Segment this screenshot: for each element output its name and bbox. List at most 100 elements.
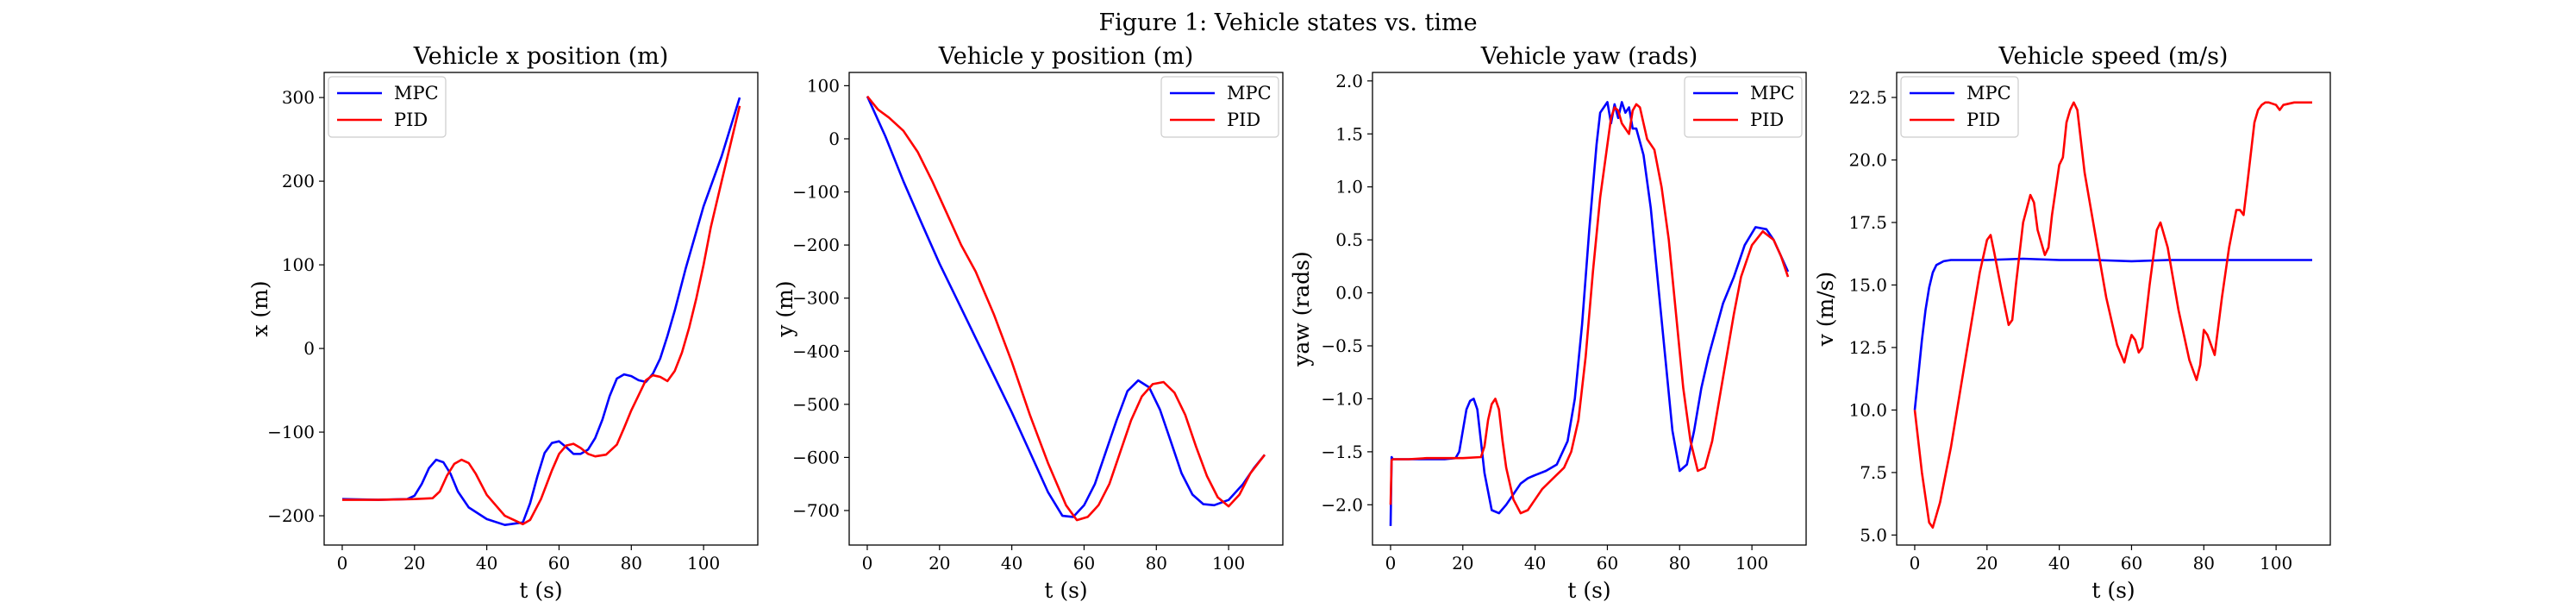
y-tick-label: 2.0: [1335, 71, 1363, 91]
subplot-3: 0 20 40 60 80 100 −2.0 −1.5 −1.0 −0.5 0.0 0.5 1.0 1.5…: [1289, 43, 1807, 603]
series-line-mpc: [1389, 101, 1790, 526]
y-tick-label: 12.5: [1848, 337, 1887, 358]
y-tick-label: 0.5: [1335, 229, 1363, 250]
subplot-title: Vehicle y position (m): [938, 43, 1194, 70]
series-line-pid: [342, 105, 741, 526]
x-tick-label: 0: [337, 553, 348, 574]
x-tick-label: 20: [1452, 553, 1473, 574]
x-tick-label: 60: [1597, 553, 1618, 574]
y-tick-label: −100: [792, 182, 840, 203]
y-tick-label: −1.0: [1321, 388, 1363, 409]
y-tick-label: −600: [792, 447, 840, 467]
subplot-title: Vehicle x position (m): [413, 43, 669, 70]
x-tick-label: 60: [548, 553, 570, 574]
y-tick-label: −200: [267, 505, 315, 526]
axes-frame: [323, 72, 759, 546]
legend-label-mpc: MPC: [1227, 83, 1272, 103]
series-line-pid: [1389, 103, 1790, 515]
x-tick-label: 60: [2121, 553, 2142, 574]
y-tick-label: 22.5: [1848, 87, 1887, 108]
x-tick-label: 40: [476, 553, 497, 574]
x-tick-label: 100: [2260, 553, 2292, 574]
legend-label-pid: PID: [1750, 110, 1784, 130]
legend-label-pid: PID: [1966, 110, 2000, 130]
legend-label-mpc: MPC: [1966, 83, 2011, 103]
series-line-mpc: [1913, 257, 2312, 411]
x-tick-label: 40: [1524, 553, 1546, 574]
legend-label-mpc: MPC: [394, 83, 439, 103]
y-tick-label: 100: [807, 75, 840, 96]
subplot-title: Vehicle yaw (rads): [1480, 43, 1698, 70]
legend-box: [1900, 76, 2019, 138]
x-axis-label: t (s): [519, 578, 562, 603]
x-tick-label: 80: [621, 553, 642, 574]
y-tick-label: −300: [792, 288, 840, 309]
axes-frame: [1372, 72, 1807, 546]
y-tick-label: −2.0: [1321, 494, 1363, 515]
legend-box: [1160, 76, 1279, 138]
legend-box: [1684, 76, 1803, 138]
x-tick-label: 100: [687, 553, 720, 574]
y-tick-label: 20.0: [1848, 149, 1887, 170]
legend-box: [328, 76, 447, 138]
y-tick-label: −0.5: [1321, 335, 1363, 356]
x-tick-label: 80: [1669, 553, 1691, 574]
x-tick-label: 0: [862, 553, 873, 574]
y-tick-label: 7.5: [1860, 462, 1887, 483]
x-tick-label: 100: [1212, 553, 1245, 574]
y-tick-label: −400: [792, 341, 840, 361]
y-axis-label: x (m): [247, 280, 272, 336]
y-tick-label: 0: [828, 128, 840, 149]
subplot-title: Vehicle speed (m/s): [1998, 43, 2229, 70]
legend: MPC PID: [1900, 76, 2019, 138]
y-axis-label: yaw (rads): [1289, 251, 1314, 367]
y-tick-label: 5.0: [1860, 524, 1887, 545]
y-tick-label: −100: [267, 422, 315, 442]
series-line-mpc: [866, 96, 1266, 518]
x-tick-label: 40: [2048, 553, 2070, 574]
y-tick-label: 1.0: [1335, 177, 1363, 197]
x-tick-label: 20: [928, 553, 950, 574]
x-tick-label: 60: [1073, 553, 1095, 574]
y-tick-label: 10.0: [1848, 399, 1887, 420]
x-tick-label: 100: [1735, 553, 1768, 574]
axes-frame: [848, 72, 1284, 546]
y-tick-label: 200: [282, 171, 315, 191]
y-tick-label: 300: [282, 87, 315, 108]
x-tick-label: 20: [1976, 553, 1998, 574]
y-tick-label: −500: [792, 394, 840, 415]
axes-frame: [1896, 72, 2331, 546]
legend-label-pid: PID: [394, 110, 428, 130]
figure-title: Figure 1: Vehicle states vs. time: [1098, 9, 1477, 36]
x-tick-label: 40: [1001, 553, 1022, 574]
series-line-pid: [1913, 101, 2312, 529]
subplot-4: 0 20 40 60 80 100 5.0 7.5 10.0 12.5 15.0 17.5 20.0 22…: [1813, 43, 2331, 603]
y-tick-label: −700: [792, 500, 840, 521]
y-tick-label: 100: [282, 254, 315, 275]
y-tick-label: −200: [792, 235, 840, 255]
x-tick-label: 80: [1146, 553, 1167, 574]
legend: MPC PID: [1160, 76, 1279, 138]
legend-label-pid: PID: [1227, 110, 1260, 130]
x-tick-label: 0: [1385, 553, 1397, 574]
y-tick-label: 0: [303, 338, 315, 359]
legend-label-mpc: MPC: [1750, 83, 1795, 103]
x-axis-label: t (s): [1567, 578, 1610, 603]
x-tick-label: 80: [2193, 553, 2215, 574]
y-tick-label: 1.5: [1335, 123, 1363, 144]
series-line-mpc: [341, 97, 741, 526]
x-axis-label: t (s): [2091, 578, 2135, 603]
y-tick-label: −1.5: [1321, 442, 1363, 462]
x-tick-label: 0: [1910, 553, 1921, 574]
series-line-pid: [866, 95, 1266, 522]
subplot-2: 0 20 40 60 80 100 −700 −600 −500 −400 −300 −200 −100…: [772, 43, 1284, 603]
y-axis-label: y (m): [772, 280, 797, 337]
legend: MPC PID: [1684, 76, 1803, 138]
x-axis-label: t (s): [1044, 578, 1087, 603]
y-tick-label: 17.5: [1848, 212, 1887, 233]
subplot-1: 0 20 40 60 80 100 −200 −100 0 100 200 300 Vehicle x …: [247, 43, 759, 603]
x-tick-label: 20: [403, 553, 425, 574]
legend: MPC PID: [328, 76, 447, 138]
y-tick-label: 0.0: [1335, 283, 1363, 304]
